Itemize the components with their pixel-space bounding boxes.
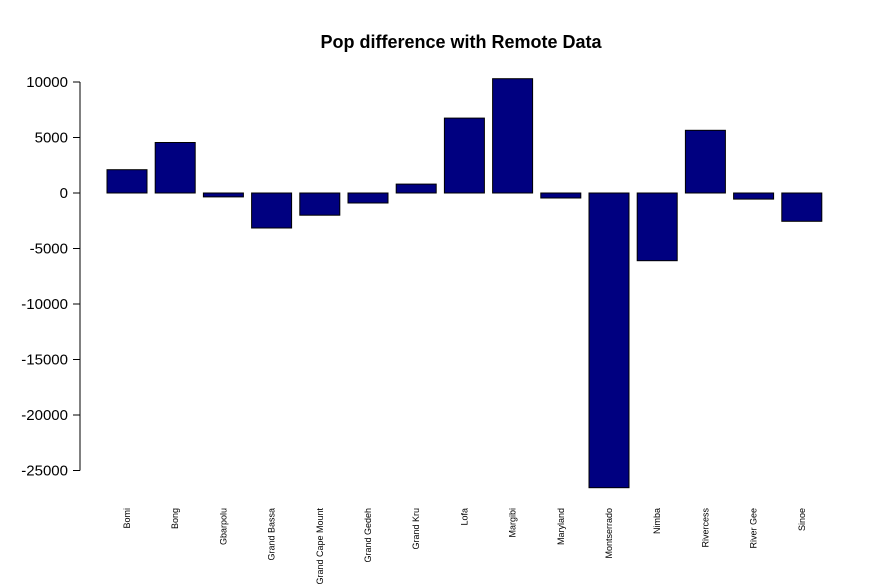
bar <box>443 117 485 194</box>
x-category-label: Bong <box>170 508 180 529</box>
bar <box>347 192 389 204</box>
chart-title: Pop difference with Remote Data <box>320 32 602 52</box>
x-category-label: Margibi <box>508 508 518 538</box>
x-category-label: Grand Bassa <box>267 508 277 561</box>
x-category-label: Rivercess <box>700 508 710 548</box>
bar <box>395 183 437 194</box>
y-tick-label: -10000 <box>21 296 68 313</box>
bar <box>154 142 196 194</box>
bar <box>588 192 630 489</box>
x-category-label: Montserrado <box>604 508 614 559</box>
bar <box>251 192 293 229</box>
x-category-label: Grand Kru <box>411 508 421 550</box>
bar <box>733 192 775 200</box>
y-axis: 10000 5000 0 -5000 -10000 -15000 -20000 -25000 <box>21 74 81 480</box>
bar <box>636 192 678 262</box>
x-category-label: Sinoe <box>797 508 807 531</box>
x-category-label: River Gee <box>749 508 759 549</box>
bar <box>540 192 582 199</box>
x-axis-labels: Bomi Bong Gbarpolu Grand Bassa Grand Cape Mo… <box>122 508 807 585</box>
y-tick-label: 0 <box>60 185 68 202</box>
bar <box>106 169 148 194</box>
y-tick-label: -15000 <box>21 352 68 369</box>
bar <box>202 192 244 198</box>
x-category-label: Gbarpolu <box>218 508 228 545</box>
bar <box>492 78 534 194</box>
y-tick-label: 10000 <box>26 74 68 91</box>
x-category-label: Bomi <box>122 508 132 529</box>
bar <box>299 192 341 216</box>
bars <box>106 78 823 489</box>
x-category-label: Grand Gedeh <box>363 508 373 563</box>
x-category-label: Nimba <box>652 508 662 534</box>
x-category-label: Grand Cape Mount <box>315 508 325 585</box>
bar <box>684 129 726 194</box>
y-tick-label: 5000 <box>35 130 68 147</box>
y-tick-label: -20000 <box>21 407 68 424</box>
y-tick-label: -25000 <box>21 463 68 480</box>
y-tick-label: -5000 <box>30 241 68 258</box>
bar <box>781 192 823 222</box>
x-category-label: Lofa <box>459 508 469 526</box>
x-category-label: Maryland <box>556 508 566 545</box>
